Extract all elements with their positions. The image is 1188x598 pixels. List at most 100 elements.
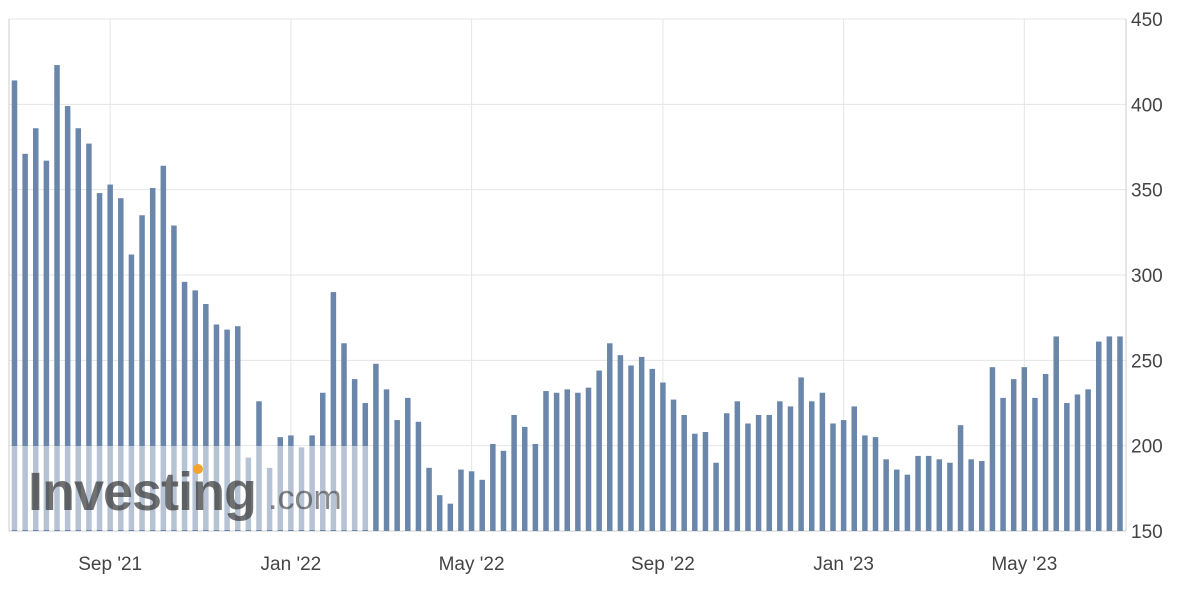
bar xyxy=(447,503,454,531)
y-tick-label: 250 xyxy=(1131,351,1163,372)
bar xyxy=(543,391,549,531)
bar xyxy=(575,392,581,531)
bar xyxy=(458,469,464,531)
bar xyxy=(830,423,836,531)
bar xyxy=(596,370,602,531)
y-tick-label: 300 xyxy=(1131,266,1163,287)
bar xyxy=(203,304,209,531)
bar xyxy=(490,443,496,531)
watermark-suffix: .com xyxy=(268,479,342,517)
bar xyxy=(819,392,826,531)
y-tick-label: 450 xyxy=(1131,10,1163,31)
bar xyxy=(787,406,794,531)
bar xyxy=(415,421,422,531)
bar xyxy=(989,367,996,531)
x-tick-label: Jan '23 xyxy=(813,554,874,575)
x-tick-label: Sep '21 xyxy=(78,554,142,575)
bar xyxy=(500,450,507,531)
bar xyxy=(1085,389,1091,531)
bar xyxy=(54,65,60,531)
bar xyxy=(904,474,911,531)
bar xyxy=(649,368,656,531)
bar xyxy=(1010,379,1017,531)
bar xyxy=(808,401,815,531)
investing-watermark: Investing .com xyxy=(10,446,370,530)
bar xyxy=(521,426,528,531)
bar xyxy=(1042,373,1049,531)
watermark-dot xyxy=(193,464,203,474)
bar xyxy=(851,406,857,531)
watermark-brand: Investing xyxy=(28,462,256,522)
bar xyxy=(426,467,432,531)
bar xyxy=(585,387,592,531)
y-tick-label: 150 xyxy=(1131,522,1163,543)
x-tick-label: Sep '22 xyxy=(631,554,695,575)
bar xyxy=(436,495,443,531)
bar xyxy=(628,365,634,531)
bar xyxy=(660,382,666,531)
bar xyxy=(192,290,198,531)
bar xyxy=(468,471,475,531)
bar xyxy=(713,462,719,531)
bar xyxy=(670,399,677,531)
grid-lines xyxy=(8,18,1127,532)
x-tick-label: May '23 xyxy=(991,554,1057,575)
bar xyxy=(979,461,985,531)
bar xyxy=(11,80,18,531)
bar xyxy=(22,153,28,531)
x-axis: Sep '21 Jan '22 May '22 Sep '22 Jan '23 May '… xyxy=(78,554,1057,575)
y-tick-label: 350 xyxy=(1131,181,1163,202)
bar xyxy=(1074,394,1081,531)
bar xyxy=(1053,336,1059,531)
bar xyxy=(723,413,730,531)
x-tick-label: Jan '22 xyxy=(261,554,322,575)
bar xyxy=(139,215,145,531)
bar xyxy=(86,143,92,531)
bar xyxy=(1095,341,1102,531)
bar xyxy=(149,187,156,531)
bar xyxy=(43,160,50,531)
bar xyxy=(883,459,889,531)
bar xyxy=(341,343,347,531)
bar xyxy=(840,420,847,531)
bar xyxy=(96,193,103,531)
bar xyxy=(1064,403,1070,531)
y-axis: 150 200 250 300 350 400 450 xyxy=(1131,10,1163,543)
bar xyxy=(692,433,698,531)
bar xyxy=(213,324,220,531)
bar xyxy=(957,425,964,531)
bar xyxy=(925,455,932,531)
y-tick-label: 200 xyxy=(1131,437,1163,458)
bar xyxy=(181,281,188,531)
bar xyxy=(1000,397,1006,531)
bar xyxy=(617,355,624,531)
bar xyxy=(607,343,613,531)
bar xyxy=(681,414,687,531)
bar xyxy=(638,356,645,531)
bar xyxy=(553,392,560,531)
bar xyxy=(479,479,485,531)
bar xyxy=(118,198,124,531)
bar xyxy=(755,414,762,531)
bar xyxy=(1032,397,1038,531)
bar xyxy=(532,443,539,531)
bar xyxy=(872,437,879,531)
bar xyxy=(862,435,868,531)
bar xyxy=(64,106,71,531)
bar xyxy=(1117,336,1123,531)
bar xyxy=(511,414,517,531)
bar xyxy=(383,389,390,531)
bar xyxy=(107,184,113,532)
bar xyxy=(702,432,709,531)
bar xyxy=(734,401,741,531)
bar xyxy=(128,254,135,531)
watermark-backdrop xyxy=(10,446,370,530)
bar xyxy=(915,455,921,531)
bar xyxy=(947,462,953,531)
bar xyxy=(1021,367,1028,531)
bar xyxy=(936,459,943,531)
bar xyxy=(171,225,177,531)
bar xyxy=(894,469,900,531)
bar xyxy=(373,363,379,531)
